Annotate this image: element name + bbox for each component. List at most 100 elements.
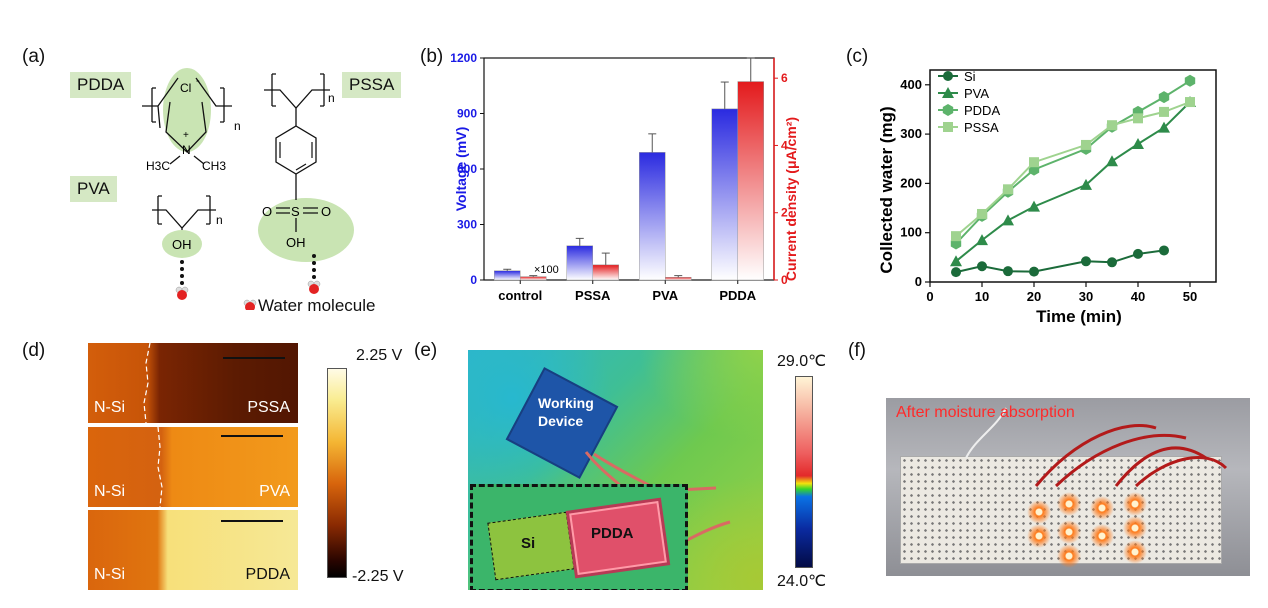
- working-device-label: Working Device: [538, 395, 594, 429]
- afm-label-nsi: N-Si: [94, 483, 126, 500]
- data-point-pva: [950, 255, 962, 267]
- panel-b-label: (b): [420, 46, 444, 67]
- current-bar: [737, 81, 764, 281]
- series-line-si: [955, 249, 1165, 274]
- legend-marker: [943, 122, 953, 132]
- time-axis-label: Time (min): [1036, 307, 1122, 326]
- thermal-colorbar-min: 24.0℃: [777, 573, 827, 590]
- data-point-si: [977, 261, 987, 272]
- panel-d-label: (d): [22, 340, 46, 361]
- data-point-pssa: [1029, 157, 1039, 168]
- y-right-tick-label: 2: [781, 206, 788, 220]
- afm-image-pssa: N-Si PSSA: [88, 343, 298, 423]
- thermal-inset: Si PDDA: [470, 484, 688, 590]
- data-point-pssa: [1159, 106, 1169, 117]
- afm-label-pdda: PDDA: [245, 566, 290, 583]
- y-tick-label: 100: [900, 225, 922, 240]
- legend-marker: [942, 87, 954, 98]
- data-point-si: [1107, 257, 1117, 268]
- data-point-pssa: [1185, 97, 1195, 108]
- y-tick-label: 200: [900, 175, 922, 190]
- x-tick-label: 40: [1131, 289, 1145, 304]
- pdda-tag: PDDA: [70, 72, 132, 98]
- data-point-pdda: [1158, 91, 1170, 104]
- x-tick-label: 10: [975, 289, 989, 304]
- current-bar: [520, 276, 547, 281]
- scale-factor-annotation: ×100: [534, 264, 559, 276]
- current-bar: [665, 277, 692, 281]
- methyl-left: H3C: [146, 159, 170, 173]
- pva-hydroxyl: OH: [172, 237, 192, 252]
- x-tick-label: 50: [1183, 289, 1197, 304]
- pssa-subscript: n: [328, 91, 335, 105]
- x-tick-label: 30: [1079, 289, 1093, 304]
- legend-entry: PSSA: [964, 120, 999, 135]
- afm-label-nsi: N-Si: [94, 399, 126, 416]
- data-point-pva: [1106, 155, 1118, 167]
- current-bar: [592, 264, 619, 281]
- data-point-pssa: [1003, 184, 1013, 195]
- legend-marker: [943, 71, 953, 81]
- y-left-tick-label: 300: [457, 218, 477, 232]
- thermal-image: Working Device Si PDDA: [468, 350, 763, 590]
- legend-entry: Si: [964, 69, 976, 84]
- legend-entry: PVA: [964, 86, 989, 101]
- bar-chart: Voltage (mV) Current density (μA/cm²) ×1…: [450, 51, 799, 303]
- data-point-si: [1003, 266, 1013, 277]
- led-photo: After moisture absorption: [886, 398, 1250, 576]
- pva-subscript: n: [216, 213, 223, 227]
- data-point-pva: [1080, 178, 1092, 190]
- y-right-tick-label: 4: [781, 138, 788, 152]
- data-point-si: [951, 267, 961, 278]
- water-legend-icon: [243, 299, 257, 310]
- afm-label-pssa: PSSA: [247, 399, 290, 416]
- data-point-pssa: [977, 208, 987, 219]
- afm-colorbar-max: 2.25 V: [356, 347, 403, 364]
- current-density-axis-label: Current density (μA/cm²): [783, 117, 799, 281]
- chemical-structures: Cl - + N H3C CH3 n n S O O OH n OH: [142, 68, 354, 310]
- water-molecule-legend: Water molecule: [258, 296, 376, 315]
- panel-a-label: (a): [22, 46, 46, 67]
- oxygen-left: O: [262, 204, 272, 219]
- afm-image-pva: N-Si PVA: [88, 427, 298, 507]
- pdda-label: PDDA: [591, 525, 634, 542]
- category-label: PDDA: [719, 288, 756, 303]
- data-point-pssa: [1081, 139, 1091, 150]
- methyl-right: CH3: [202, 159, 226, 173]
- data-point-pva: [1028, 200, 1040, 212]
- afm-label-nsi: N-Si: [94, 566, 126, 583]
- pssa-hydroxyl: OH: [286, 235, 306, 250]
- thermal-colorbar: [795, 376, 813, 568]
- category-label: PSSA: [575, 288, 611, 303]
- y-tick-label: 0: [915, 274, 922, 289]
- scale-bar: [221, 520, 283, 522]
- voltage-axis-label: Voltage (mV): [453, 127, 469, 212]
- data-point-si: [1133, 248, 1143, 259]
- afm-colorbar-min: -2.25 V: [352, 568, 404, 585]
- y-left-tick-label: 0: [470, 273, 477, 287]
- voltage-bar: [566, 245, 593, 281]
- thermal-colorbar-max: 29.0℃: [777, 353, 827, 370]
- nitrogen-label: N: [182, 143, 191, 157]
- data-point-si: [1159, 245, 1169, 256]
- y-left-tick-label: 1200: [450, 51, 477, 65]
- y-right-tick-label: 6: [781, 71, 788, 85]
- data-point-pssa: [951, 231, 961, 242]
- oxygen-right: O: [321, 204, 331, 219]
- legend-marker: [942, 104, 954, 116]
- data-point-pssa: [1133, 113, 1143, 124]
- sulfur-label: S: [291, 204, 300, 219]
- voltage-bar: [711, 108, 738, 281]
- chloride-label: Cl: [180, 81, 191, 95]
- voltage-bar: [639, 152, 666, 281]
- y-tick-label: 400: [900, 77, 922, 92]
- data-point-pva: [976, 234, 988, 246]
- water-molecule-icon: [175, 286, 189, 300]
- chloride-charge: -: [196, 75, 200, 87]
- collected-water-axis-label: Collected water (mg): [877, 106, 896, 273]
- afm-colorbar: [327, 368, 347, 578]
- data-point-si: [1029, 266, 1039, 277]
- y-left-tick-label: 900: [457, 107, 477, 121]
- si-label: Si: [521, 535, 536, 552]
- line-chart: Time (min) Collected water (mg) 0 10 20 30 4…: [877, 69, 1217, 326]
